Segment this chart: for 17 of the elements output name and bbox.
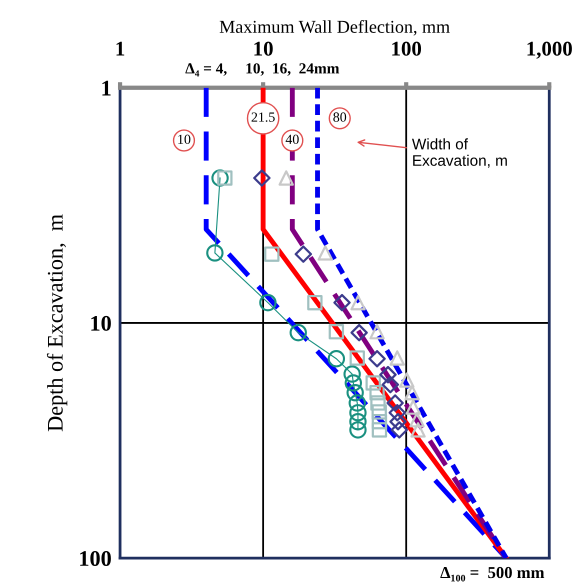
annotation: Δ₁₀₀ = 500 mm <box>440 566 544 582</box>
series-label: 80 <box>333 112 346 122</box>
x-axis-title: Maximum Wall Deflection, mm <box>220 20 450 36</box>
x-tick-label: 1,000 <box>527 42 572 59</box>
annotation: Δ₄ = 4, <box>185 63 227 76</box>
series-label: 10 <box>178 134 190 144</box>
y-tick-label: 100 <box>80 551 111 566</box>
x-tick-label: 1 <box>116 42 124 56</box>
annotation: 10, 16, 24mm <box>246 63 340 76</box>
series-label: 21.5 <box>252 112 275 122</box>
y-tick-label: 10 <box>91 316 111 331</box>
y-tick-label: 1 <box>102 80 111 96</box>
annotation: Width of Excavation, m <box>412 138 507 168</box>
series-label: 40 <box>286 134 299 144</box>
y-axis-title: Depth of Excavation, m <box>46 214 68 432</box>
x-tick-label: 10 <box>254 42 273 56</box>
x-tick-label: 100 <box>392 42 422 56</box>
